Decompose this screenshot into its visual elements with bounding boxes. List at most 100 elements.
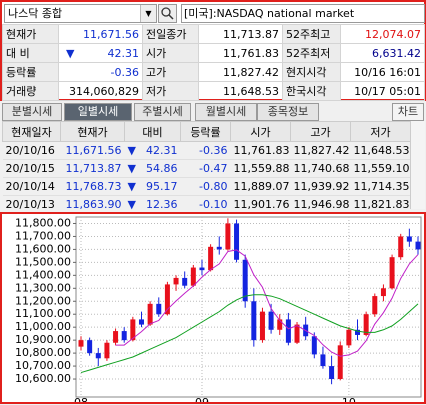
candle-body bbox=[216, 246, 222, 250]
candle-body bbox=[380, 288, 386, 297]
change-cell: ▼ 54.86 bbox=[124, 159, 181, 178]
y-tick-label: 11,000.00 bbox=[15, 320, 71, 333]
label: 전일종가 bbox=[142, 24, 199, 44]
candle-body bbox=[104, 342, 110, 359]
open-cell: 11,761.83 bbox=[230, 141, 291, 160]
candle-body bbox=[329, 366, 335, 380]
value: 10/16 16:01 bbox=[340, 62, 425, 82]
market-select[interactable]: 나스닥 종합 ▼ bbox=[4, 4, 157, 23]
low-cell: 11,821.83 bbox=[350, 195, 411, 214]
value: ▼ 42.31 bbox=[58, 43, 143, 63]
rate-cell: -0.10 bbox=[180, 195, 231, 214]
column-header: 등락률 bbox=[180, 121, 231, 142]
label: 등락률 bbox=[2, 62, 59, 82]
quote-table: 현재가 11,671.56 전일종가 11,713.87 52주최고 12,07… bbox=[2, 24, 425, 101]
candle-body bbox=[294, 324, 300, 343]
high-cell: 11,740.68 bbox=[290, 159, 351, 178]
candle-body bbox=[208, 246, 214, 271]
y-tick-label: 11,600.00 bbox=[15, 242, 71, 255]
change-value: 95.17 bbox=[146, 180, 178, 193]
plot-area bbox=[75, 216, 422, 398]
candle-body bbox=[259, 311, 265, 341]
table-row: 20/10/15 11,713.87 ▼ 54.86 -0.47 11,559.88 11,… bbox=[2, 159, 411, 178]
value: 11,761.83 bbox=[198, 43, 283, 63]
dropdown-arrow[interactable]: ▼ bbox=[140, 5, 156, 22]
column-header: 현재가 bbox=[60, 121, 125, 142]
table-body: 20/10/16 11,671.56 ▼ 42.31 -0.36 11,761.83 11,… bbox=[2, 141, 411, 214]
candlestick-chart: 10,600.0010,700.0010,800.0010,900.0011,0… bbox=[15, 216, 422, 405]
table-row: 20/10/13 11,863.90 ▼ 12.36 -0.10 11,901.76 11,… bbox=[2, 195, 411, 214]
low-cell: 11,714.35 bbox=[350, 177, 411, 196]
y-tick-label: 11,800.00 bbox=[15, 216, 71, 229]
date-cell: 20/10/13 bbox=[2, 195, 61, 214]
candle-body bbox=[277, 319, 283, 330]
open-cell: 11,559.88 bbox=[230, 159, 291, 178]
label: 고가 bbox=[142, 62, 199, 82]
candle-body bbox=[156, 303, 162, 315]
value-text: 42.31 bbox=[107, 46, 140, 60]
column-header: 대비 bbox=[124, 121, 181, 142]
open-cell: 11,901.76 bbox=[230, 195, 291, 214]
candle-body bbox=[95, 353, 101, 359]
y-tick-label: 11,500.00 bbox=[15, 255, 71, 268]
label: 현지시각 bbox=[282, 62, 341, 82]
column-header: 시가 bbox=[230, 121, 291, 142]
value: 11,671.56 bbox=[58, 24, 143, 44]
moving-average bbox=[80, 294, 419, 374]
value: 10/17 05:01 bbox=[340, 81, 425, 101]
tab[interactable]: 월별시세 bbox=[195, 103, 257, 121]
search-button[interactable] bbox=[158, 4, 177, 23]
y-tick-label: 10,800.00 bbox=[15, 346, 71, 359]
market-label: [미국]:NASDAQ national market bbox=[181, 4, 425, 23]
candle-body bbox=[173, 277, 179, 285]
tab[interactable]: 주별시세 bbox=[134, 103, 191, 121]
change-value: 54.86 bbox=[146, 162, 178, 175]
label: 한국시각 bbox=[282, 81, 341, 101]
label: 52주최저 bbox=[282, 43, 341, 63]
y-tick-label: 11,300.00 bbox=[15, 281, 71, 294]
candle-body bbox=[389, 257, 395, 289]
y-tick-label: 10,900.00 bbox=[15, 333, 71, 346]
tab[interactable]: 종목정보 bbox=[257, 103, 319, 121]
candle-body bbox=[406, 236, 412, 242]
column-header: 저가 bbox=[350, 121, 411, 142]
search-icon bbox=[161, 7, 174, 20]
arrow: ▼ bbox=[66, 46, 75, 60]
date-cell: 20/10/15 bbox=[2, 159, 61, 178]
label: 저가 bbox=[142, 81, 199, 101]
scrollbar[interactable] bbox=[410, 121, 425, 209]
label: 시가 bbox=[142, 43, 199, 63]
x-tick-label: 10 bbox=[342, 396, 356, 402]
tab[interactable]: 분별시세 bbox=[2, 103, 62, 121]
high-cell: 11,827.42 bbox=[290, 141, 351, 160]
y-tick-label: 10,600.00 bbox=[15, 372, 71, 385]
chart-button[interactable]: 차트 bbox=[392, 103, 424, 121]
candle-body bbox=[268, 311, 274, 330]
candle-body bbox=[130, 319, 136, 341]
x-tick-label: 08 bbox=[74, 396, 88, 402]
candle-body bbox=[251, 301, 257, 341]
table-header: 현재일자 현재가 대비 등락률 시가 고가 저가 bbox=[2, 121, 411, 142]
label: 현재가 bbox=[2, 24, 59, 44]
daily-table: 현재일자 현재가 대비 등락률 시가 고가 저가 20/10/16 11,671.56 ▼ 42.… bbox=[2, 121, 411, 214]
value: 11,713.87 bbox=[198, 24, 283, 44]
rate-cell: -0.47 bbox=[180, 159, 231, 178]
high-cell: 11,946.98 bbox=[290, 195, 351, 214]
candle-body bbox=[164, 284, 170, 315]
change-cell: ▼ 95.17 bbox=[124, 177, 181, 196]
value: 11,827.42 bbox=[198, 62, 283, 82]
tab[interactable]: 일별시세 bbox=[64, 103, 132, 121]
label: 대 비 bbox=[2, 43, 59, 63]
candle-body bbox=[415, 241, 421, 250]
arrow: ▼ bbox=[127, 198, 136, 211]
candle-body bbox=[199, 267, 205, 271]
arrow: ▼ bbox=[127, 162, 136, 175]
candle-body bbox=[190, 267, 196, 286]
change-value: 12.36 bbox=[146, 198, 178, 211]
price-cell: 11,863.90 bbox=[60, 195, 125, 214]
moving-average bbox=[115, 249, 419, 357]
candle-body bbox=[87, 340, 93, 354]
rate-cell: -0.80 bbox=[180, 177, 231, 196]
candle-body bbox=[320, 354, 326, 367]
